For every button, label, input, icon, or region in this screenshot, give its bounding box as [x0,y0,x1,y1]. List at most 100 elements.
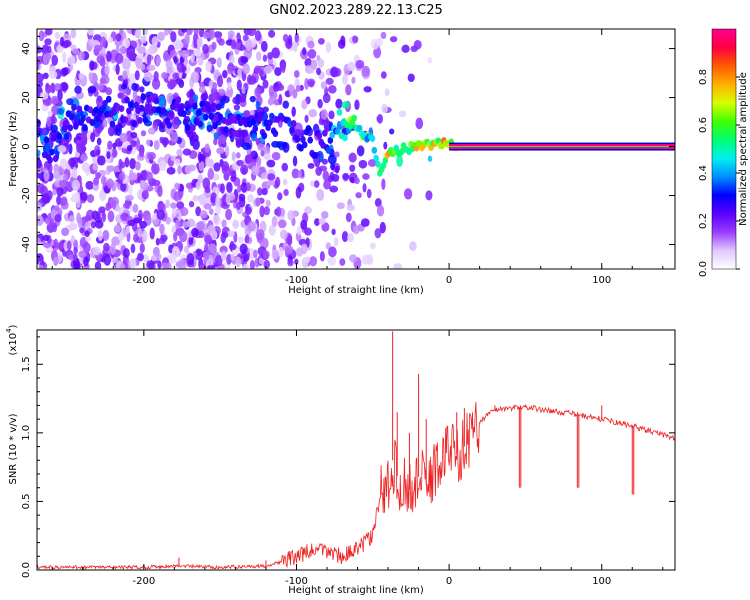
spectrogram-cell [188,200,195,208]
spectrogram-cell [149,227,155,240]
spectrogram-cell [204,234,213,244]
spectrogram-cell [139,220,148,229]
spectrogram-cell [227,30,235,38]
spectrogram-ridge-cell [312,151,319,159]
spectrogram-cell [114,39,123,47]
spectrogram-cell [266,159,276,168]
spectrogram-cell [37,202,43,212]
spectrogram-ridge-cell [138,104,145,112]
spectrogram-cell [247,194,254,203]
spectrogram-cell [44,217,51,225]
spectrogram-cell [315,166,323,176]
spectrogram-cell [192,195,199,202]
spectrogram-cell [37,149,41,157]
spectrogram-cell [146,139,151,146]
spectrogram-cell [92,163,99,171]
spectrogram-cell [339,258,346,266]
spectrogram-cell [114,224,121,233]
spectrogram-cell [242,142,251,150]
colorbar-tick-label: 0.2 [698,213,709,229]
spectrogram-cell [396,155,404,167]
spectrogram-ridge-cell [305,124,312,132]
spectrogram-cell [44,38,52,46]
spectrogram-cell [190,53,195,63]
spectrogram-cell [143,29,148,35]
spectrogram-ridge-cell [153,97,160,105]
snr-xtick-label: -100 [285,576,308,587]
spectrogram-cell [121,83,127,90]
spectrogram-cell [122,202,130,209]
snr-scale-factor: (x104) [5,324,19,355]
spectrogram-ridge-cell [71,103,77,111]
spectrogram-cell [143,71,153,82]
spectrogram-cell [66,98,74,106]
spectrogram-cell [222,70,228,79]
spectrogram-ridge-cell [334,127,341,135]
spectrogram-cell [192,139,200,151]
snr-line [37,401,675,570]
spectrogram-cell [263,153,272,160]
spectrogram-cell [355,192,362,199]
spectrogram-cell [304,114,309,123]
spectrogram-cell [72,253,78,262]
spectrogram-cell [148,127,156,135]
spectrogram-cell [37,46,43,54]
spectrogram-cell [188,164,196,172]
spectrogram-cell [56,195,62,206]
spectrogram-cell [233,104,241,111]
spectrogram-cell [87,29,95,36]
spectrogram-cell [307,40,315,49]
spectrogram-cell [121,58,131,70]
spectrogram-cell [98,82,104,91]
spectrogram-cell [115,33,122,42]
spectrogram-cell [103,242,110,252]
spectrogram-cell [275,206,282,217]
spectrogram-ridge-cell [116,122,123,130]
spectrogram-cell [186,253,195,265]
spectrogram-cell [50,124,58,133]
spectrogram-cell [146,260,155,269]
spectrogram-cell [389,36,398,43]
snr-background [37,330,675,570]
spectrogram-cell [37,73,45,83]
spectrogram-ridge-cell [137,116,143,124]
spectrogram-cell [174,78,184,85]
spectrogram-cell [126,50,136,60]
spectrogram-ridge-cell [149,93,156,101]
spectrogram-cell [50,95,59,105]
spectrogram-cell [93,177,100,186]
spectrogram-cell [207,264,216,269]
colorbar-tick-label: 0.6 [698,117,709,133]
spectrogram-cell [52,188,57,196]
spectrogram-cell [148,45,158,55]
spectrogram-cell [100,175,107,185]
spectrogram-cell [142,254,150,263]
spectrogram-cell [286,234,293,247]
colorbar-ticks: 0.0 0.2 0.4 0.6 0.8 [698,69,740,277]
spectrogram-cell [274,67,282,77]
spectrogram-cell [340,35,346,46]
spectrogram-cell [242,34,249,42]
spectrogram-cell [153,139,160,151]
spectrogram-cell [174,158,181,166]
spectrogram-cell [197,151,203,163]
spectrogram-cell [307,162,315,169]
spectrogram-cell [257,187,263,196]
spectrogram-cell [245,206,252,215]
spectrogram-cell [314,218,320,227]
spectrogram-cell [106,178,114,189]
spectrogram-cell [134,70,140,81]
spectrogram-cell [283,188,289,197]
spectrogram-cell [374,198,382,208]
spectrogram-cell [350,176,355,183]
spectrogram-ridge-cell [257,111,264,119]
spectrogram-cell [95,149,101,156]
spectrogram-cell [150,254,157,262]
spectrogram-cell [262,250,270,260]
spectrogram-cell [70,157,79,165]
spectrogram-cell [247,29,257,37]
spectrogram-cell [216,147,225,155]
colorbar-tick-label: 0.0 [698,261,709,277]
